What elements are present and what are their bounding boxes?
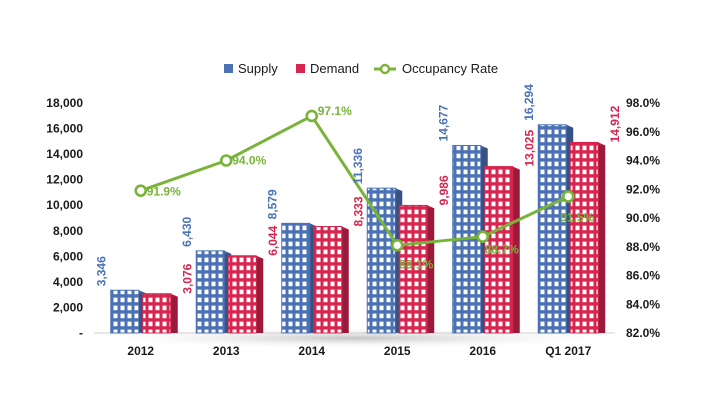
supply-data-label: 3,346 bbox=[95, 256, 109, 286]
supply-data-label: 14,677 bbox=[437, 104, 451, 141]
demand-data-label: 6,044 bbox=[266, 225, 280, 255]
occupancy-data-label: 97.1% bbox=[318, 104, 352, 118]
y-left-tick-label: 16,000 bbox=[46, 122, 83, 136]
y-left-tick-label: 2,000 bbox=[53, 300, 83, 314]
y-right-tick-label: 94.0% bbox=[626, 154, 660, 168]
demand-bar bbox=[227, 255, 264, 334]
demand-bar-face bbox=[484, 166, 514, 334]
legend-label-demand: Demand bbox=[310, 61, 359, 76]
x-tick-label: 2013 bbox=[213, 344, 240, 358]
demand-bar-side bbox=[341, 226, 349, 333]
demand-data-label: 8,333 bbox=[352, 196, 366, 226]
legend-label-occupancy: Occupancy Rate bbox=[402, 61, 498, 76]
x-tick-label: 2012 bbox=[127, 344, 154, 358]
supply-bar bbox=[110, 289, 146, 334]
y-left-tick-label: 18,000 bbox=[46, 96, 83, 110]
occupancy-point bbox=[305, 109, 319, 123]
y-right-tick-label: 82.0% bbox=[626, 326, 660, 340]
demand-bar bbox=[484, 166, 520, 334]
supply-data-label: 8,579 bbox=[266, 189, 280, 219]
occupancy-data-label: 91.5% bbox=[560, 210, 594, 224]
demand-bar-side bbox=[427, 205, 435, 333]
supply-bar-face bbox=[195, 250, 225, 334]
y-right-tick-label: 90.0% bbox=[626, 211, 660, 225]
occupancy-data-label: 88.1% bbox=[399, 257, 433, 271]
supply-bar-face bbox=[537, 124, 567, 334]
y-left-tick-label: 4,000 bbox=[53, 275, 83, 289]
y-left-tick-label: 8,000 bbox=[53, 224, 83, 238]
demand-bar-face bbox=[398, 204, 428, 334]
supply-data-label: 16,294 bbox=[522, 84, 536, 121]
supply-bar-face bbox=[366, 187, 396, 334]
demand-bar bbox=[313, 226, 349, 334]
demand-bar-face bbox=[313, 226, 343, 334]
legend-label-supply: Supply bbox=[238, 61, 278, 76]
y-left-tick-label: 6,000 bbox=[53, 249, 83, 263]
supply-bar bbox=[281, 222, 317, 334]
legend-swatch-supply bbox=[224, 64, 233, 73]
demand-bar-side bbox=[170, 293, 178, 333]
legend-marker-occupancy bbox=[379, 63, 391, 75]
demand-data-label: 14,912 bbox=[608, 105, 622, 142]
x-tick-label: 2015 bbox=[384, 344, 411, 358]
occupancy-data-label: 88.7% bbox=[485, 243, 519, 257]
supply-bar-face bbox=[281, 222, 311, 334]
x-tick-label: 2016 bbox=[469, 344, 496, 358]
y-right-tick-label: 96.0% bbox=[626, 125, 660, 139]
y-left-tick-label: 14,000 bbox=[46, 147, 83, 161]
legend-swatch-demand bbox=[296, 64, 305, 73]
occupancy-point bbox=[561, 190, 575, 203]
occupancy-point bbox=[390, 239, 404, 252]
demand-bar-side bbox=[598, 142, 606, 333]
occupancy-point bbox=[134, 184, 148, 197]
y-left-tick-label: - bbox=[79, 326, 83, 340]
supply-bar bbox=[366, 187, 403, 334]
occupancy-point bbox=[476, 230, 490, 243]
demand-bar bbox=[142, 293, 178, 334]
y-left-tick-label: 10,000 bbox=[46, 198, 83, 212]
demand-bar-side bbox=[512, 166, 520, 333]
demand-data-label: 9,986 bbox=[437, 175, 451, 205]
demand-data-label: 3,076 bbox=[181, 263, 195, 293]
supply-bar-face bbox=[110, 289, 140, 334]
y-right-tick-label: 84.0% bbox=[626, 297, 660, 311]
demand-bar-side bbox=[256, 255, 264, 333]
demand-data-label: 13,025 bbox=[523, 130, 537, 167]
x-tick-label: Q1 2017 bbox=[545, 344, 591, 358]
demand-bar bbox=[398, 204, 435, 334]
occupancy-point bbox=[219, 154, 233, 167]
supply-bar bbox=[537, 124, 574, 334]
occupancy-data-label: 94.0% bbox=[232, 154, 266, 168]
demand-bar-face bbox=[569, 141, 599, 334]
supply-data-label: 11,336 bbox=[351, 148, 365, 184]
demand-bar-face bbox=[142, 293, 172, 334]
occupancy-line bbox=[140, 114, 569, 247]
x-tick-label: 2014 bbox=[298, 344, 325, 358]
y-right-tick-label: 98.0% bbox=[626, 96, 660, 110]
y-right-tick-label: 88.0% bbox=[626, 240, 660, 254]
occupancy-data-label: 91.9% bbox=[147, 185, 181, 199]
demand-bar bbox=[569, 141, 606, 334]
y-left-tick-label: 12,000 bbox=[46, 173, 83, 187]
demand-bar-face bbox=[227, 255, 257, 334]
y-right-tick-label: 86.0% bbox=[626, 269, 660, 283]
supply-data-label: 6,430 bbox=[180, 216, 194, 246]
supply-bar bbox=[195, 250, 232, 334]
y-right-tick-label: 92.0% bbox=[626, 182, 660, 196]
